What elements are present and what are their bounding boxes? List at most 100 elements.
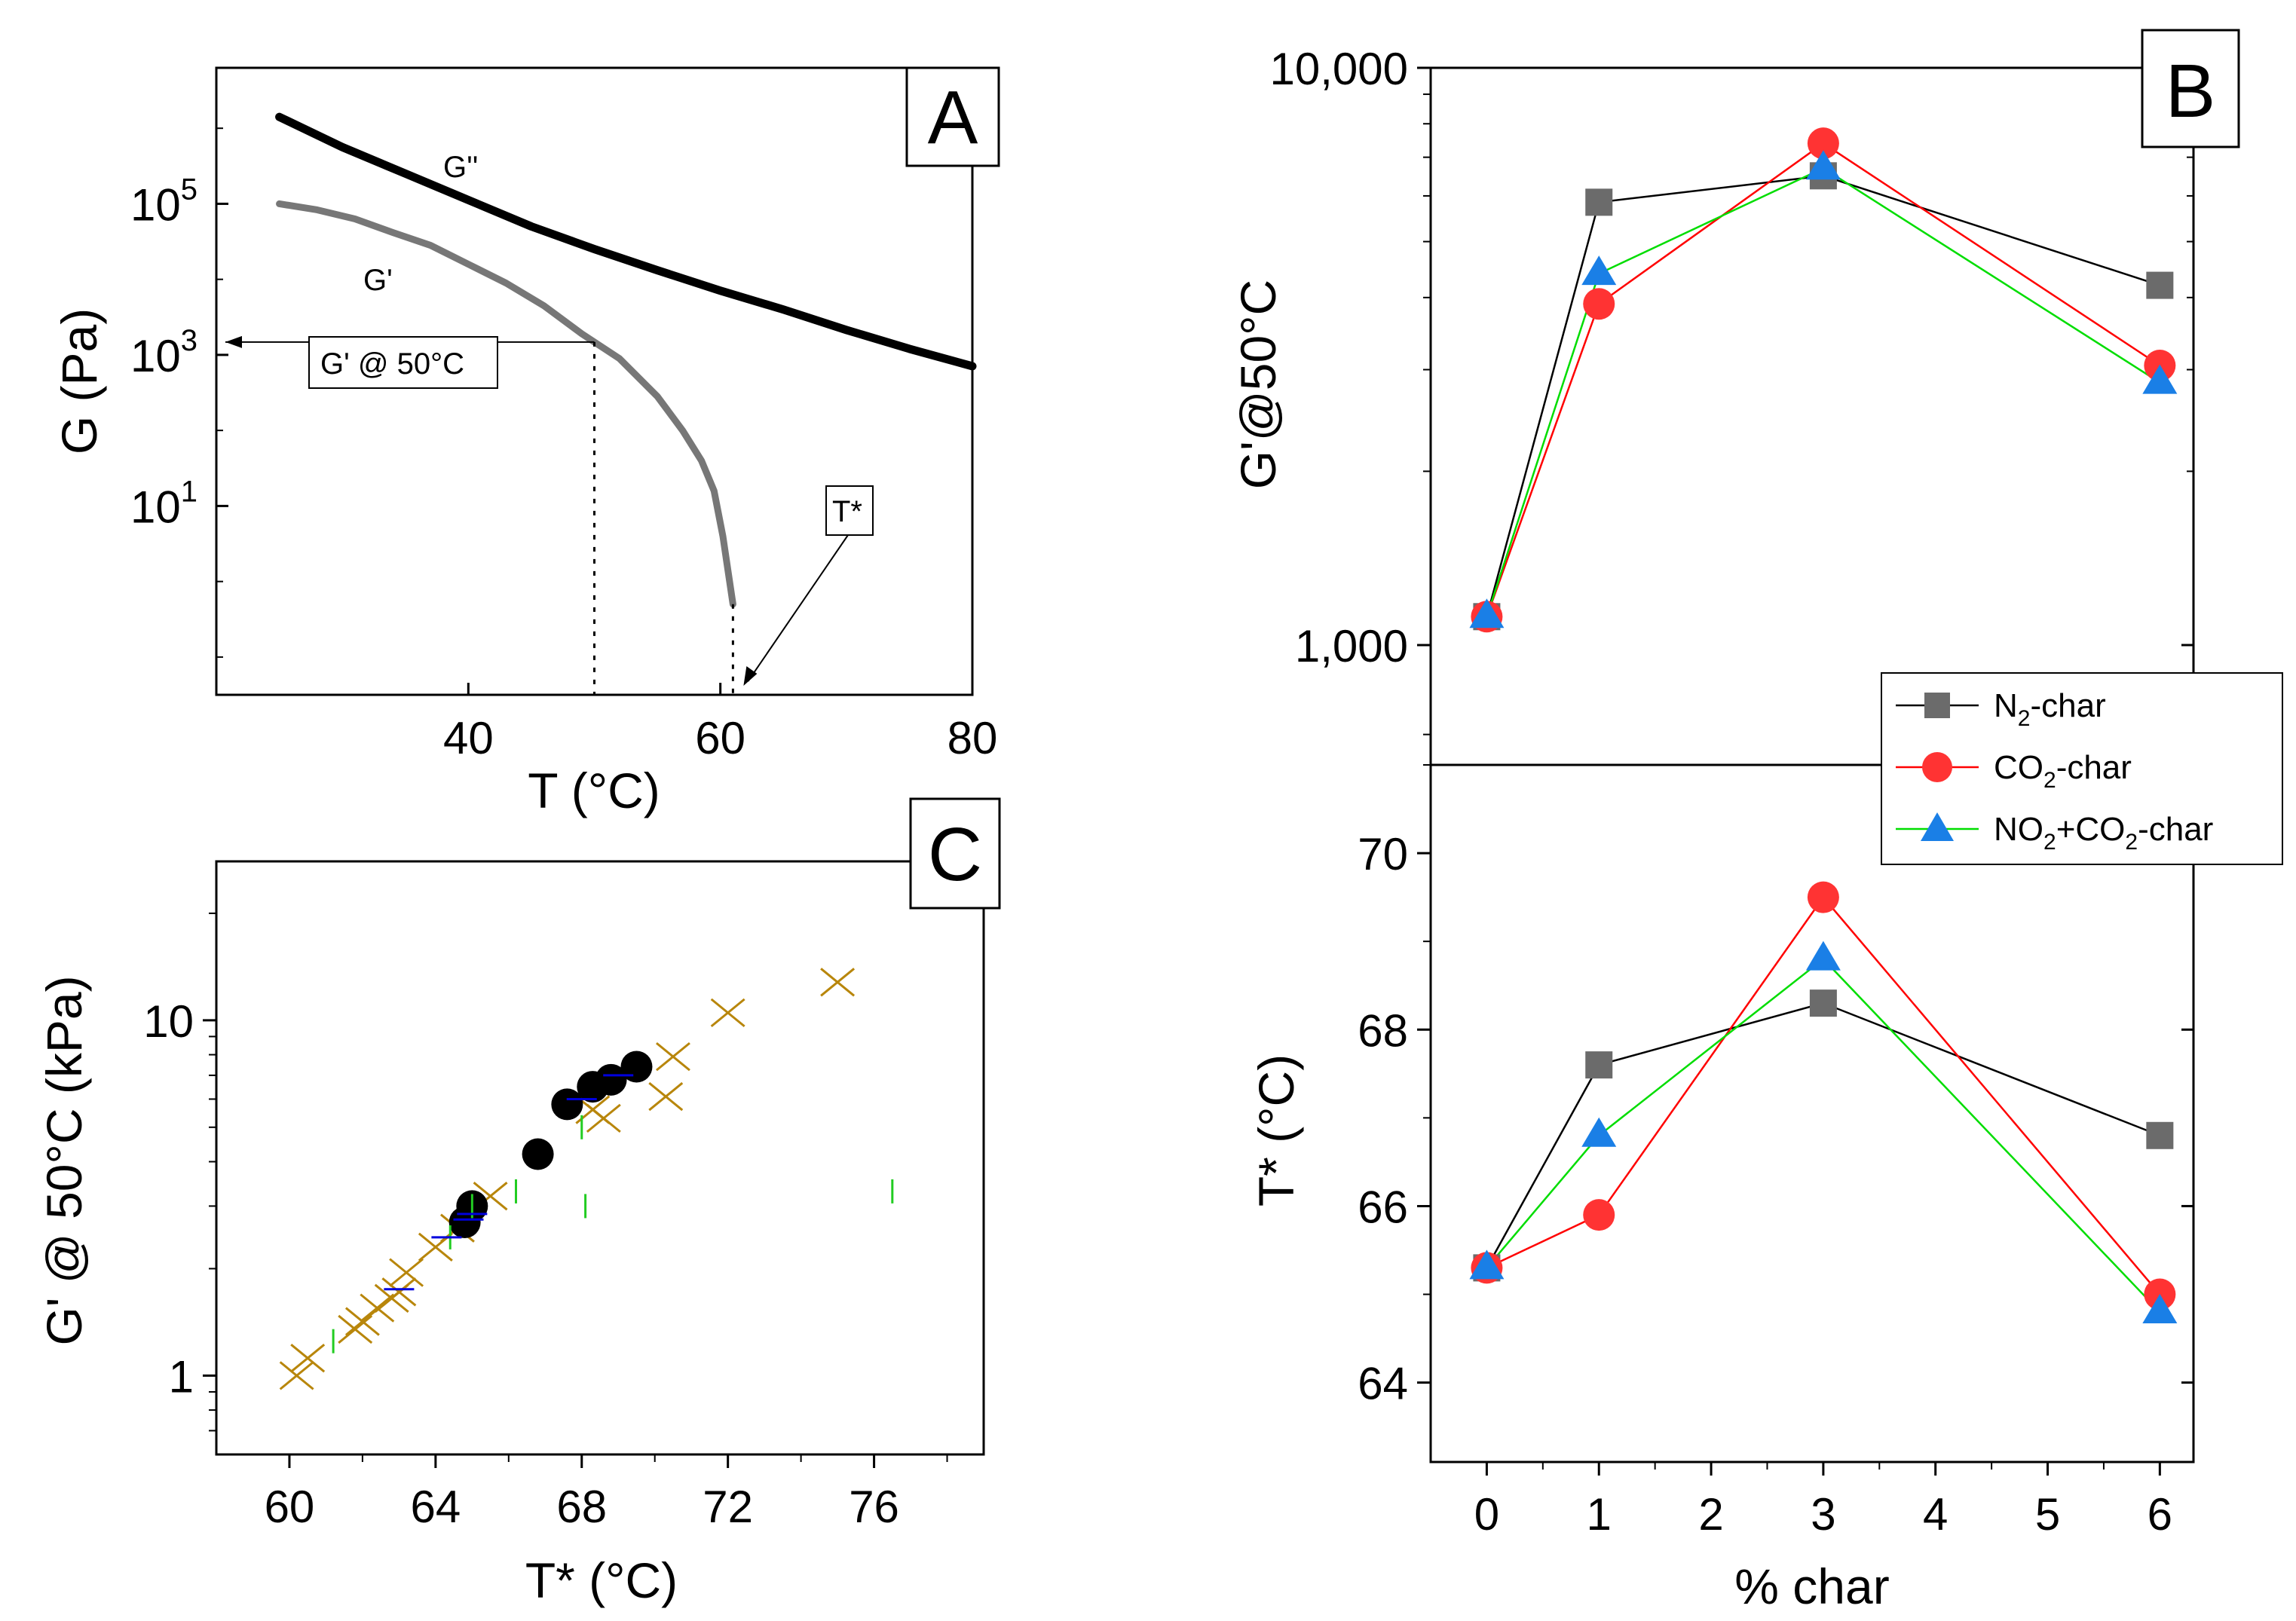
b-top-line-1 [1486, 142, 2161, 617]
panel-b-ticks: 0 1 2 3 4 5 6 10,000 1,000 64 66 68 70 [1269, 44, 2193, 1540]
b-x-tick-label-2: 2 [1698, 1489, 1723, 1540]
b-top-marker-2-3 [2142, 364, 2178, 394]
b-bottom-marker-0-2 [1809, 989, 1837, 1017]
c-marker-crosses-14 [656, 1041, 690, 1072]
panel-a-ylabel: G (Pa) [51, 308, 107, 454]
b-bottom-marker-2-1 [1581, 1117, 1617, 1147]
legend-swatch-n2-marker [1924, 693, 1950, 718]
b-x-tick-label-1: 1 [1587, 1489, 1612, 1540]
panel-c-ylabel: G' @ 50°C (kPa) [36, 975, 92, 1345]
panel-a-ticks: 40 60 80 105 103 101 [130, 127, 998, 763]
c-marker-crosses-2 [338, 1314, 373, 1344]
b-bottom-marker-1-2 [1807, 881, 1839, 913]
label-g-at-50: G' @ 50°C [320, 347, 464, 381]
a-arrowhead-50 [225, 335, 242, 348]
c-marker-crosses-3-b [344, 1307, 380, 1336]
panel-c-frame [215, 860, 985, 1456]
b-bottom-marker-0-1 [1585, 1051, 1613, 1079]
legend-label-co2: CO2-char [1994, 749, 2132, 793]
c-marker-crosses-0-b [279, 1361, 314, 1390]
panel-b-label-box [2141, 29, 2240, 148]
a-x-tick-label-1: 60 [695, 713, 745, 763]
panel-b-series [1469, 127, 2178, 1323]
b-bottom-line-1 [1486, 895, 2161, 1295]
b-bottom-marker-2-0 [1469, 1249, 1505, 1280]
b-bottom-marker-1-1 [1583, 1199, 1615, 1231]
legend-label-n2: N2-char [1994, 687, 2106, 731]
b-bottom-y-tick-label-3: 70 [1358, 829, 1408, 879]
g-at-50-box [308, 336, 498, 389]
c-marker-dots-5 [595, 1063, 627, 1096]
panel-b: 0 1 2 3 4 5 6 10,000 1,000 64 66 68 70 % char G'@50°… [1230, 29, 2283, 1614]
c-marker-crosses-14-b [656, 1041, 690, 1072]
c-marker-crosses-15-b [710, 998, 745, 1028]
c-marker-dots-6 [620, 1051, 653, 1083]
b-x-tick-label-3: 3 [1811, 1489, 1835, 1540]
c-marker-crosses-7-b [389, 1258, 424, 1287]
b-bottom-marker-0-3 [2146, 1121, 2174, 1149]
legend-item-no2co2: NO2+CO2-char [1896, 811, 2213, 855]
c-marker-dots-3 [551, 1088, 583, 1121]
panel-c-series [279, 968, 894, 1390]
c-marker-crosses-3 [344, 1307, 380, 1336]
c-marker-crosses-7 [389, 1258, 424, 1287]
c-y-tick-label-0: 10 [143, 996, 194, 1047]
panel-a-xlabel: T (°C) [528, 763, 660, 818]
c-marker-crosses-12-b [586, 1103, 621, 1133]
panel-b-top-ylabel: G'@50°C [1230, 280, 1286, 489]
c-marker-crosses-16-b [820, 968, 856, 997]
legend-label-no2co2: NO2+CO2-char [1994, 811, 2213, 855]
b-x-tick-label-5: 5 [2035, 1489, 2060, 1540]
b-top-marker-0-3 [2146, 271, 2174, 299]
legend-swatch-co2-marker [1922, 752, 1952, 782]
panel-a-series [225, 112, 977, 695]
b-bottom-marker-2-2 [1805, 940, 1841, 971]
panel-b-xlabel: % char [1734, 1558, 1889, 1614]
c-marker-crosses-12 [586, 1103, 621, 1133]
legend-swatch-no2co2-marker [1921, 812, 1954, 841]
label-t-star: T* [832, 495, 862, 528]
a-arrowhead-tstar [743, 666, 758, 686]
c-y-tick-label-1: 1 [169, 1351, 194, 1402]
b-bottom-line-0 [1486, 1002, 2160, 1269]
c-marker-crosses-1 [290, 1344, 326, 1373]
panel-c: 60 64 68 72 76 10 1 T* (°C) G' @ 50°C (kPa) C [36, 797, 1001, 1608]
b-top-line-0 [1486, 175, 2160, 617]
a-x-tick-label-0: 40 [443, 713, 494, 763]
c-marker-crosses-1-b [290, 1344, 326, 1373]
panel-a: 40 60 80 105 103 101 G'' G' G' @ 50°C T* T (°… [51, 66, 1000, 818]
c-marker-crosses-16 [820, 968, 856, 997]
b-x-tick-label-0: 0 [1474, 1489, 1499, 1540]
c-x-tick-label-4: 76 [849, 1482, 899, 1532]
a-x-tick-label-2: 80 [947, 713, 998, 763]
c-marker-crosses-2-b [338, 1314, 373, 1344]
c-marker-crosses-13 [648, 1081, 684, 1112]
a-series-line-1 [276, 200, 736, 608]
b-top-marker-2-2 [1805, 150, 1841, 180]
c-marker-dots-2 [522, 1138, 554, 1170]
b-top-marker-1-1 [1583, 288, 1615, 320]
b-x-tick-label-4: 4 [1923, 1489, 1948, 1540]
c-x-tick-label-3: 72 [703, 1482, 753, 1532]
panel-c-ticks: 60 64 68 72 76 10 1 [143, 912, 948, 1532]
c-x-tick-label-0: 60 [265, 1482, 315, 1532]
c-marker-crosses-0 [279, 1361, 314, 1390]
panel-c-xlabel: T* (°C) [525, 1552, 678, 1608]
b-top-marker-2-0 [1469, 598, 1505, 629]
panel-b-label: B [2166, 49, 2216, 133]
c-marker-crosses-4-b [360, 1293, 395, 1323]
b-top-marker-0-1 [1585, 188, 1613, 216]
panel-a-label: A [928, 75, 978, 160]
panel-a-label-box [905, 66, 1000, 167]
b-bottom-marker-2-3 [2142, 1293, 2178, 1323]
a-series-line-0 [275, 112, 977, 371]
b-top-y-tick-label-1: 1,000 [1295, 621, 1408, 671]
panel-a-annotations: G'' G' G' @ 50°C T* [308, 151, 874, 536]
panel-c-label-box [909, 797, 1001, 910]
c-marker-crosses-6 [381, 1277, 417, 1307]
a-y-tick-label-1: 103 [130, 324, 197, 381]
b-bottom-y-tick-label-2: 68 [1358, 1005, 1408, 1056]
b-bottom-y-tick-label-1: 66 [1358, 1182, 1408, 1232]
c-x-tick-label-1: 64 [410, 1482, 461, 1532]
panel-b-bottom-ylabel: T* (°C) [1248, 1054, 1304, 1207]
